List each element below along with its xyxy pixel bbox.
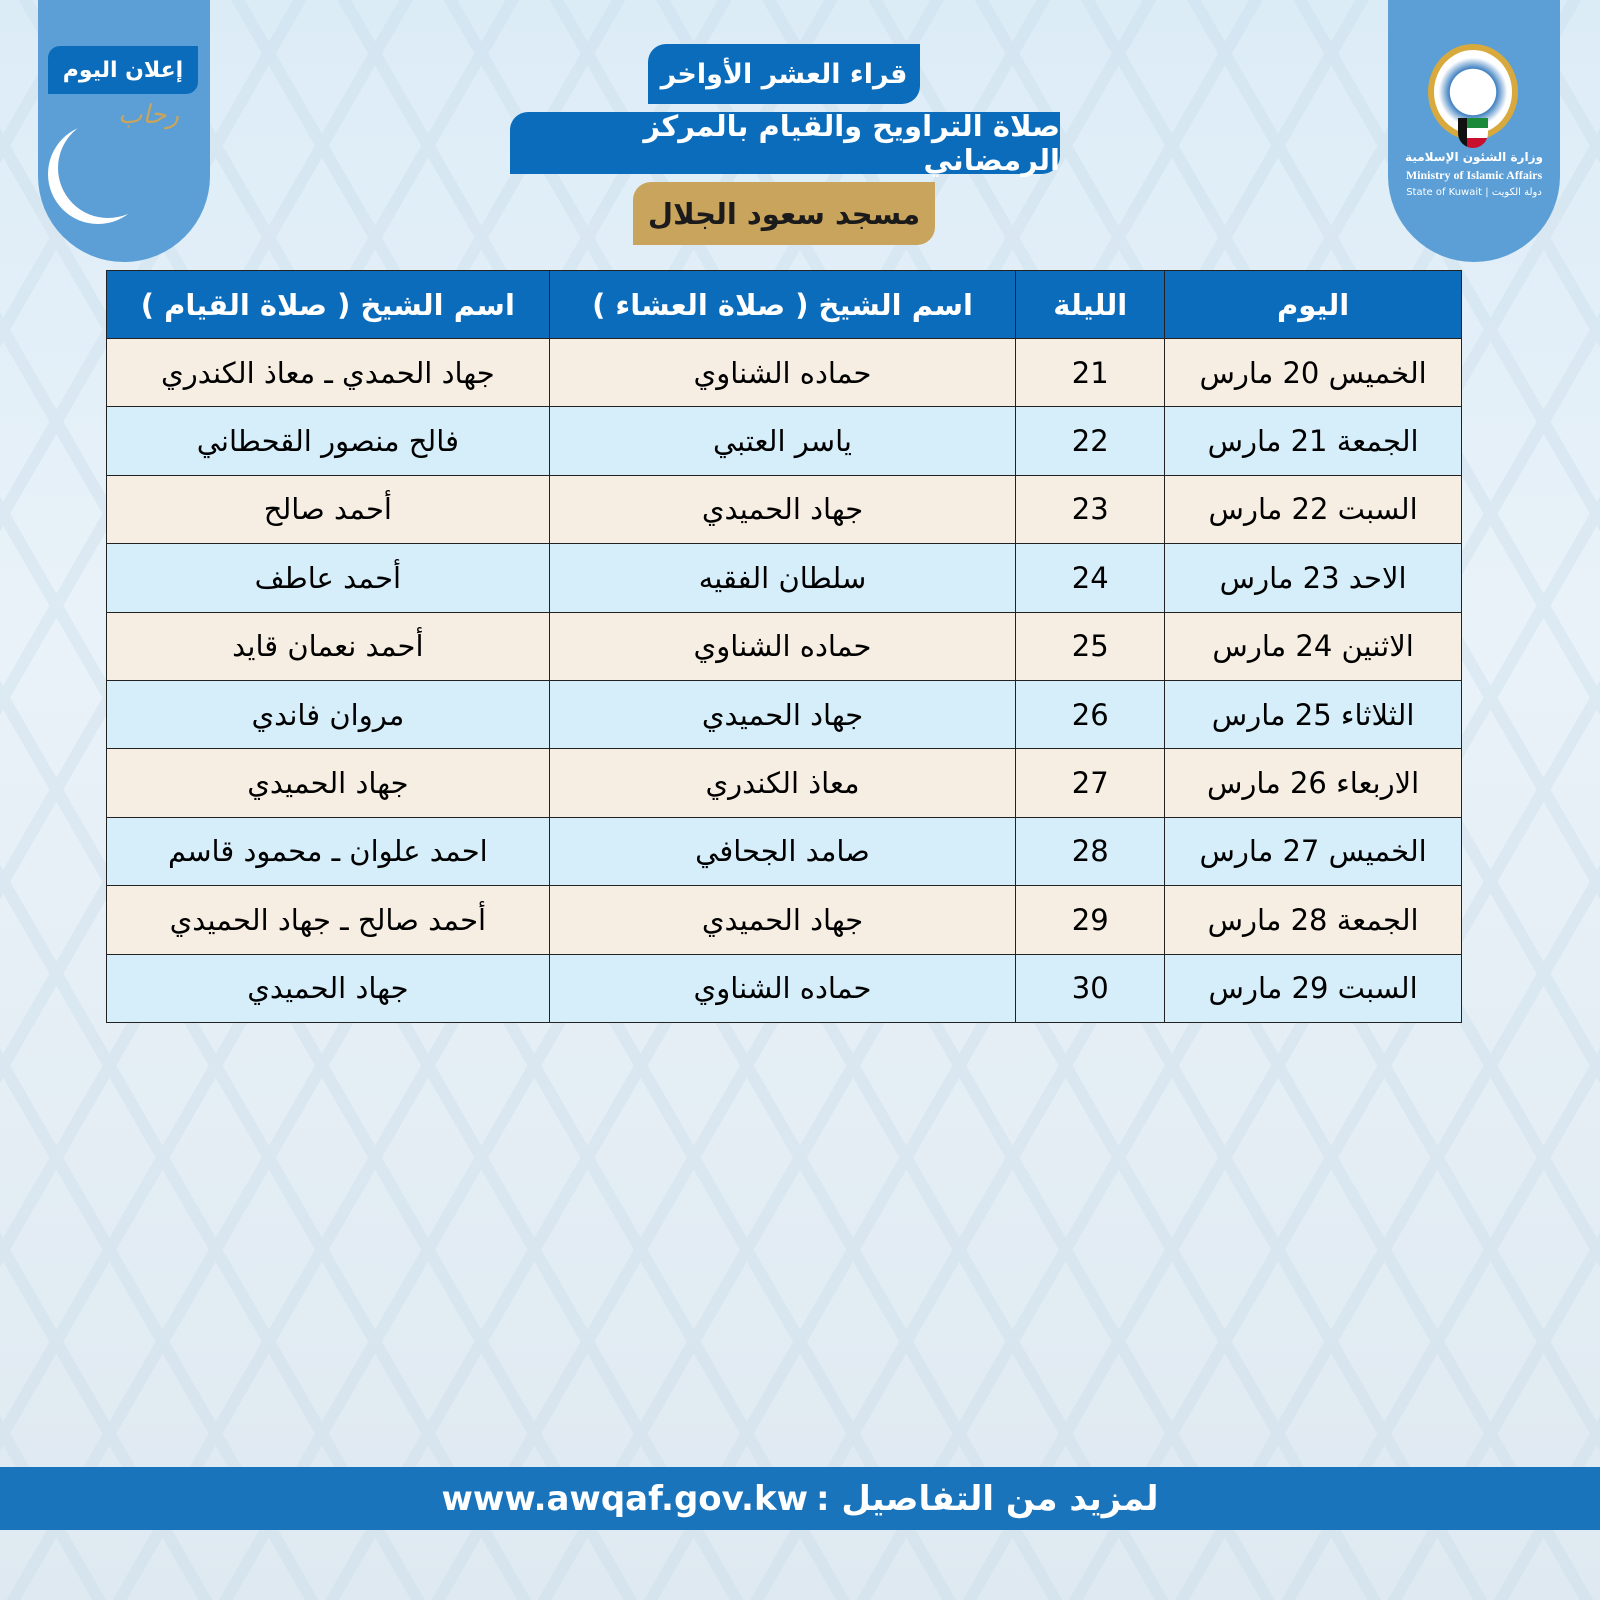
table-row: السبت 29 مارس 30 حماده الشناوي جهاد الحميدي	[106, 953, 1462, 1023]
footer-label: لمزيد من التفاصيل :	[816, 1478, 1159, 1519]
cell-qiyam-sheikh: جهاد الحميدي	[106, 748, 550, 818]
cell-isha-sheikh: ياسر العتبي	[548, 406, 1017, 476]
cell-night: 22	[1015, 406, 1166, 476]
cell-day: الاحد 23 مارس	[1164, 543, 1462, 613]
cell-isha-sheikh: معاذ الكندري	[548, 748, 1017, 818]
ministry-text: وزارة الشئون الإسلامية Ministry of Islam…	[1388, 150, 1560, 199]
cell-day: الخميس 27 مارس	[1164, 816, 1462, 887]
kuwait-flag-icon	[1458, 118, 1488, 148]
table-header: اليوم الليلة اسم الشيخ ( صلاة العشاء ) ا…	[106, 270, 1462, 339]
cell-day: الثلاثاء 25 مارس	[1164, 679, 1462, 750]
title-mosque: مسجد سعود الجلال	[633, 182, 935, 245]
cell-qiyam-sheikh: فالح منصور القحطاني	[106, 406, 550, 476]
cell-isha-sheikh: سلطان الفقيه	[548, 543, 1017, 613]
ministry-logo: وزارة الشئون الإسلامية Ministry of Islam…	[1388, 0, 1560, 262]
cell-qiyam-sheikh: أحمد صالح ـ جهاد الحميدي	[106, 885, 550, 955]
cell-qiyam-sheikh: جهاد الحميدي	[106, 953, 550, 1023]
cell-isha-sheikh: جهاد الحميدي	[548, 885, 1017, 955]
schedule-table: اليوم الليلة اسم الشيخ ( صلاة العشاء ) ا…	[106, 270, 1462, 1023]
footer-bar: لمزيد من التفاصيل : www.awqaf.gov.kw	[0, 1467, 1600, 1530]
table-row: الاثنين 24 مارس 25 حماده الشناوي أحمد نعمان…	[106, 611, 1462, 681]
table-row: الجمعة 21 مارس 22 ياسر العتبي فالح منصور ال…	[106, 406, 1462, 476]
cell-qiyam-sheikh: جهاد الحمدي ـ معاذ الكندري	[106, 337, 550, 408]
header-qiyam-sheikh: اسم الشيخ ( صلاة القيام )	[106, 270, 550, 339]
table-row: الثلاثاء 25 مارس 26 جهاد الحميدي مروان فاند…	[106, 679, 1462, 750]
cell-isha-sheikh: جهاد الحميدي	[548, 474, 1017, 545]
cell-night: 25	[1015, 611, 1166, 681]
kuwait-emblem-icon	[1428, 44, 1518, 140]
cell-night: 28	[1015, 816, 1166, 887]
ramadan-badge: إعلان اليوم رحاب	[38, 0, 210, 262]
cell-day: الجمعة 28 مارس	[1164, 885, 1462, 955]
cell-night: 26	[1015, 679, 1166, 750]
cell-isha-sheikh: حماده الشناوي	[548, 953, 1017, 1023]
cell-day: الجمعة 21 مارس	[1164, 406, 1462, 476]
cell-qiyam-sheikh: أحمد نعمان قايد	[106, 611, 550, 681]
header-isha-sheikh: اسم الشيخ ( صلاة العشاء )	[548, 270, 1017, 339]
website-link[interactable]: www.awqaf.gov.kw	[441, 1478, 808, 1519]
table-row: الاحد 23 مارس 24 سلطان الفقيه أحمد عاطف	[106, 543, 1462, 613]
cell-night: 24	[1015, 543, 1166, 613]
table-row: السبت 22 مارس 23 جهاد الحميدي أحمد صالح	[106, 474, 1462, 545]
cell-qiyam-sheikh: أحمد عاطف	[106, 543, 550, 613]
ministry-name-ar: وزارة الشئون الإسلامية	[1405, 150, 1543, 164]
crescent-moon-icon	[58, 118, 158, 218]
title-prayer: صلاة التراويح والقيام بالمركز الرمضاني	[510, 109, 1060, 177]
cell-qiyam-sheikh: أحمد صالح	[106, 474, 550, 545]
cell-night: 21	[1015, 337, 1166, 408]
state-name: State of Kuwait | دولة الكويت	[1406, 187, 1542, 198]
cell-night: 27	[1015, 748, 1166, 818]
cell-night: 30	[1015, 953, 1166, 1023]
cell-isha-sheikh: جهاد الحميدي	[548, 679, 1017, 750]
cell-qiyam-sheikh: احمد علوان ـ محمود قاسم	[106, 816, 550, 887]
table-row: الخميس 20 مارس 21 حماده الشناوي جهاد الحمدي…	[106, 337, 1462, 408]
cell-day: السبت 29 مارس	[1164, 953, 1462, 1023]
cell-day: السبت 22 مارس	[1164, 474, 1462, 545]
cell-night: 29	[1015, 885, 1166, 955]
table-row: الخميس 27 مارس 28 صامد الجحافي احمد علوان ـ…	[106, 816, 1462, 887]
ministry-name-en: Ministry of Islamic Affairs	[1405, 168, 1543, 182]
cell-isha-sheikh: حماده الشناوي	[548, 611, 1017, 681]
header-day: اليوم	[1164, 270, 1462, 339]
cell-day: الاربعاء 26 مارس	[1164, 748, 1462, 818]
title-readers: قراء العشر الأواخر	[648, 44, 920, 104]
table-row: الجمعة 28 مارس 29 جهاد الحميدي أحمد صالح ـ …	[106, 885, 1462, 955]
announcement-label: إعلان اليوم	[48, 46, 198, 94]
cell-day: الاثنين 24 مارس	[1164, 611, 1462, 681]
cell-isha-sheikh: صامد الجحافي	[548, 816, 1017, 887]
cell-day: الخميس 20 مارس	[1164, 337, 1462, 408]
header-night: الليلة	[1015, 270, 1166, 339]
ramadan-logo: رحاب	[118, 100, 180, 130]
cell-night: 23	[1015, 474, 1166, 545]
cell-qiyam-sheikh: مروان فاندي	[106, 679, 550, 750]
cell-isha-sheikh: حماده الشناوي	[548, 337, 1017, 408]
table-row: الاربعاء 26 مارس 27 معاذ الكندري جهاد الحمي…	[106, 748, 1462, 818]
